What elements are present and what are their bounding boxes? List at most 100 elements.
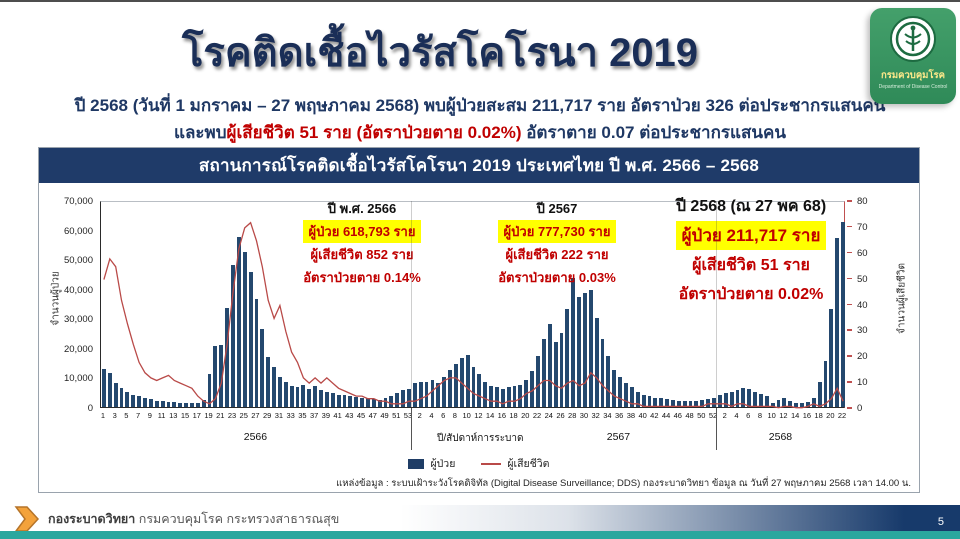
x-axis-week-tick: 44: [661, 411, 671, 420]
case-bar: [682, 401, 687, 407]
case-bar: [160, 401, 165, 407]
case-bar: [148, 399, 153, 407]
x-axis-week-tick: 10: [767, 411, 776, 420]
annotation-2567-cfr: อัตราป่วยตาย 0.03%: [498, 270, 616, 285]
x-axis-year-label: 2567: [606, 431, 631, 443]
x-axis-week-tick: 28: [568, 411, 577, 420]
case-bar: [324, 392, 329, 407]
x-axis-week-tick: 25: [239, 411, 248, 420]
x-axis-week-tick: 15: [180, 411, 190, 420]
case-bar: [260, 328, 265, 407]
case-bar: [788, 400, 793, 407]
case-bar: [612, 369, 617, 407]
x-axis-week-tick: 14: [485, 411, 495, 420]
case-bar: [565, 309, 570, 407]
case-bar: [377, 400, 382, 407]
case-bar: [102, 368, 106, 407]
case-bar: [154, 400, 159, 407]
case-bar: [131, 394, 136, 407]
case-bar: [559, 332, 564, 407]
chart-legend: ผู้ป่วย ผู้เสียชีวิต: [39, 455, 919, 472]
case-bar: [541, 338, 546, 407]
case-bar: [477, 374, 482, 407]
top-border-line: [0, 0, 960, 2]
annotation-2566-cfr: อัตราป่วยตาย 0.14%: [303, 270, 421, 285]
case-bar: [348, 395, 353, 407]
case-bar: [277, 376, 282, 407]
case-bar: [512, 386, 517, 407]
y-axis-right-tick: 10: [857, 377, 868, 389]
case-bar: [823, 361, 828, 407]
page-title: โรคติดเชื้อไวรัสโคโรนา 2019: [181, 31, 699, 75]
case-bar: [547, 323, 552, 407]
x-axis-week-tick: 2: [417, 411, 422, 420]
x-axis-title: ปี/สัปดาห์การระบาด: [437, 433, 524, 444]
x-axis-week-tick: 45: [356, 411, 366, 420]
chevron-arrow-icon: [14, 506, 40, 532]
y-axis-right-tick: 80: [857, 196, 868, 207]
annotation-2567-title: ปี 2567: [536, 201, 578, 216]
year-divider-plot: [715, 201, 717, 408]
page-number: 5: [937, 516, 944, 528]
x-axis-week-tick: 19: [204, 411, 213, 420]
x-axis-week-tick: 3: [112, 411, 117, 420]
case-bar: [401, 390, 406, 407]
case-bar: [723, 392, 728, 407]
case-bar: [583, 292, 587, 407]
case-bar: [618, 377, 623, 407]
year-divider-plot: [410, 201, 412, 408]
y-axis-left-tick: 0: [87, 403, 93, 414]
x-axis-week-tick: 16: [497, 411, 506, 420]
x-axis-week-tick: 10: [462, 411, 471, 420]
case-bar: [301, 384, 306, 407]
case-bar: [571, 278, 576, 407]
y-axis-right-tick: 20: [857, 351, 868, 363]
y-axis-left-tick: 60,000: [63, 225, 93, 237]
case-bar: [383, 398, 388, 407]
annotation-2566: ปี พ.ศ. 2566 ผู้ป่วย 618,793 ราย ผู้เสีย…: [267, 197, 457, 289]
case-bar: [577, 297, 582, 407]
data-source-note: แหล่งข้อมูล : ระบบเฝ้าระวังโรคดิจิทัล (D…: [336, 478, 911, 489]
case-bar: [665, 399, 669, 407]
case-bar: [676, 400, 681, 407]
case-bar: [506, 387, 511, 407]
x-axis-week-tick: 5: [124, 411, 129, 420]
x-axis-week-tick: 6: [746, 411, 751, 420]
case-bar: [189, 403, 194, 407]
y-axis-right-tickmark: [847, 407, 852, 409]
case-bar: [113, 383, 118, 407]
case-bar: [688, 401, 693, 407]
x-axis-week-tick: 41: [333, 411, 342, 420]
footer-org: กองระบาดวิทยา กรมควบคุมโรค กระทรวงสาธารณ…: [14, 506, 339, 532]
case-bar: [195, 402, 200, 407]
case-bar: [741, 387, 746, 407]
case-bar: [712, 397, 716, 407]
case-bar: [700, 400, 705, 407]
x-axis-week-tick: 30: [579, 411, 589, 420]
case-bar: [600, 338, 605, 407]
x-axis-week-tick: 31: [274, 411, 284, 420]
case-bar: [495, 387, 499, 407]
case-bar: [225, 307, 230, 407]
annotation-2568-title: ปี 2568 (ณ 27 พค 68): [675, 198, 827, 215]
case-bar: [266, 356, 271, 407]
case-bar: [530, 371, 535, 407]
case-bar: [137, 396, 142, 407]
y-axis-left-tick: 20,000: [63, 343, 93, 355]
x-axis-week-tick: 18: [814, 411, 823, 420]
x-axis-week-tick: 33: [286, 411, 295, 420]
case-bar: [747, 389, 752, 407]
y-axis-right-tickmark: [847, 225, 852, 228]
x-axis-week-tick: 26: [556, 411, 565, 420]
y-axis-left-title: จำนวนผู้ป่วย: [50, 271, 62, 326]
case-bar: [647, 396, 652, 407]
x-axis-year-label: 2568: [768, 431, 793, 443]
case-bar: [536, 356, 540, 407]
y-axis-right-tick: 0: [857, 403, 863, 414]
case-bar: [342, 395, 347, 407]
chart-panel-title: สถานการณ์โรคติดเชื้อไวรัสโคโรนา 2019 ประ…: [39, 148, 919, 183]
case-bar: [794, 402, 799, 407]
x-axis-week-tick: 23: [227, 411, 237, 420]
case-bar: [489, 385, 494, 407]
case-bar: [319, 390, 323, 407]
